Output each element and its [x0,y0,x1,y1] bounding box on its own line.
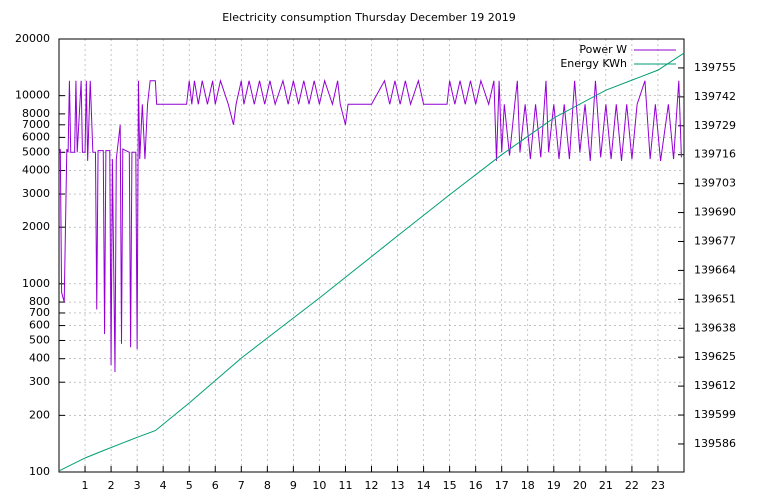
y2-tick-label: 139742 [694,90,736,103]
x-tick-label: 23 [651,479,665,492]
y2-tick-label: 139677 [694,234,736,247]
y-tick-label: 200 [29,408,50,421]
x-tick-label: 7 [238,479,245,492]
x-tick-label: 12 [365,479,379,492]
y-tick-label: 7000 [22,118,50,131]
y-tick-label: 4000 [22,164,50,177]
x-tick-label: 14 [417,479,431,492]
y-tick-label: 20000 [15,32,50,45]
y-tick-label: 700 [29,306,50,319]
y-tick-label: 100 [29,465,50,478]
x-tick-label: 20 [573,479,587,492]
y-tick-label: 800 [29,295,50,308]
y-tick-label: 3000 [22,187,50,200]
x-tick-label: 1 [82,479,89,492]
y-tick-label: 500 [29,333,50,346]
y2-tick-label: 139625 [694,350,736,363]
x-tick-label: 19 [547,479,561,492]
y2-tick-label: 139729 [694,119,736,132]
x-tick-label: 3 [134,479,141,492]
x-tick-label: 2 [108,479,115,492]
legend-label: Energy KWh [560,57,627,70]
x-tick-label: 5 [186,479,193,492]
x-tick-label: 6 [212,479,219,492]
y2-tick-label: 139716 [694,148,736,161]
y-tick-label: 400 [29,352,50,365]
x-tick-label: 18 [521,479,535,492]
y2-tick-label: 139612 [694,379,736,392]
y-tick-label: 10000 [15,89,50,102]
x-tick-label: 16 [469,479,483,492]
y-tick-label: 2000 [22,220,50,233]
y2-tick-label: 139755 [694,61,736,74]
x-tick-label: 22 [625,479,639,492]
x-tick-label: 21 [599,479,613,492]
x-tick-label: 4 [160,479,167,492]
x-tick-label: 11 [338,479,352,492]
y-tick-label: 8000 [22,107,50,120]
y2-tick-label: 139690 [694,206,736,219]
y-tick-label: 5000 [22,145,50,158]
x-tick-label: 15 [443,479,457,492]
series-line [58,78,682,372]
plot-border [58,38,685,473]
x-tick-label: 13 [391,479,405,492]
y2-tick-label: 139703 [694,177,736,190]
y-tick-label: 1000 [22,277,50,290]
series-line [58,52,685,472]
legend-label: Power W [579,43,627,56]
y-tick-label: 600 [29,319,50,332]
y2-tick-label: 139586 [694,437,736,450]
y-tick-label: 6000 [22,130,50,143]
y2-tick-label: 139651 [694,292,736,305]
x-tick-label: 9 [290,479,297,492]
y2-tick-label: 139638 [694,321,736,334]
y2-tick-label: 139664 [694,263,736,276]
y2-tick-label: 139599 [694,408,736,421]
x-tick-label: 17 [495,479,509,492]
y-tick-label: 300 [29,375,50,388]
chart-title: Electricity consumption Thursday Decembe… [222,11,516,24]
x-tick-label: 8 [264,479,271,492]
x-tick-label: 10 [312,479,326,492]
